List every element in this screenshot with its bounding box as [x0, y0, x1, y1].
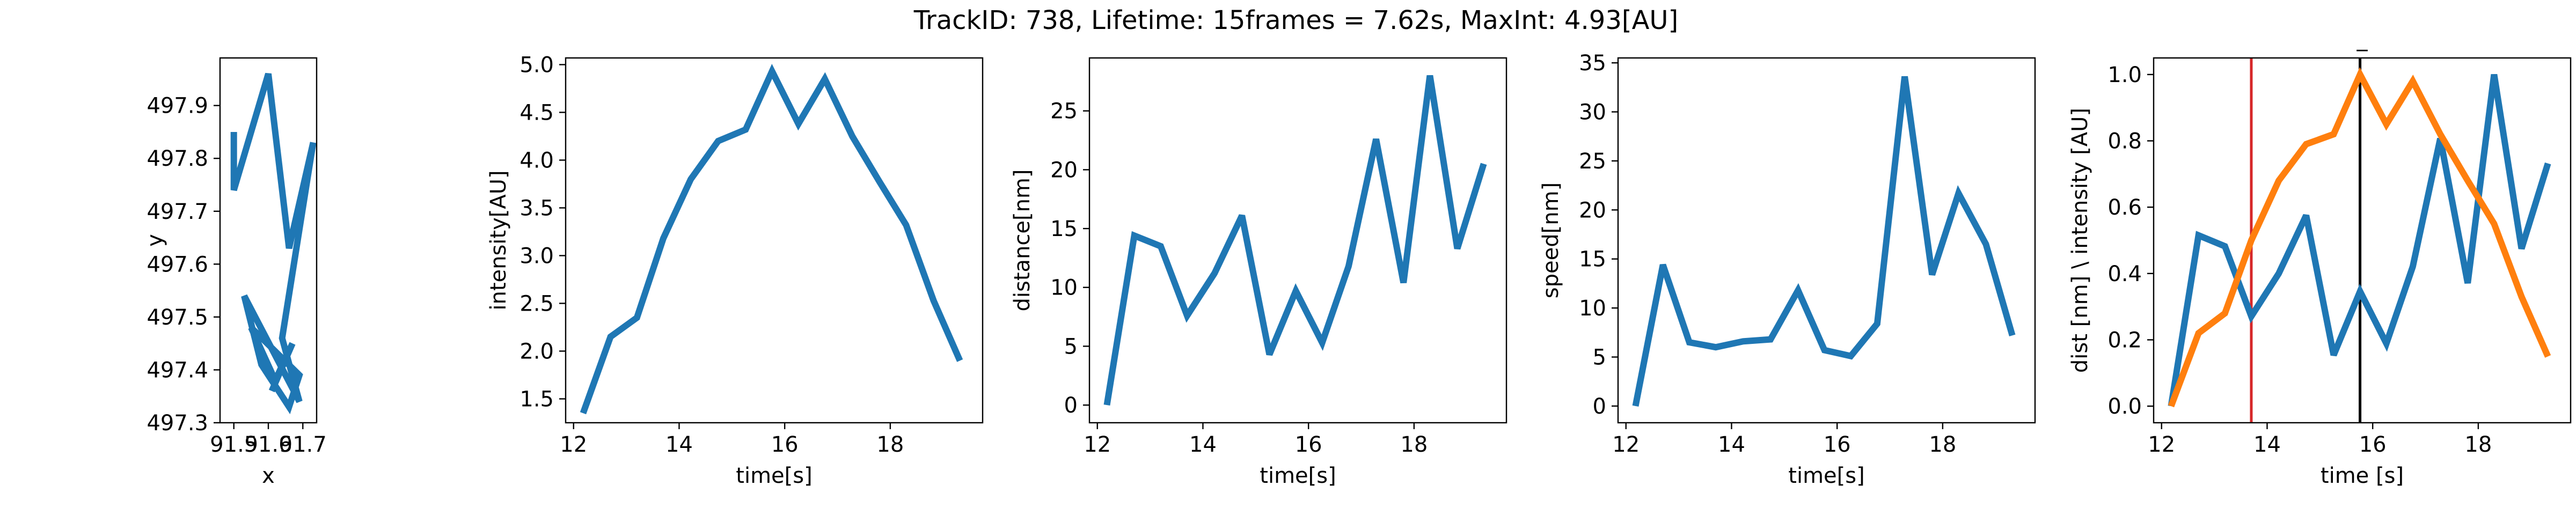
- axes-frame: [1617, 57, 2036, 424]
- subplot-2: 12 14 16 18 1.5 2.0 2.5 3.0 3.5 4.0 4.5 5.0 time[s] i…: [486, 53, 984, 488]
- y-tick-label: 10: [1579, 296, 1606, 321]
- axes-frame: [2153, 57, 2572, 424]
- x-tick-label: 12: [1612, 432, 1640, 457]
- x-tick-label: 16: [771, 432, 799, 457]
- y-tick-label: 1.5: [519, 387, 554, 411]
- y-tick-label: 20: [1050, 158, 1078, 182]
- x-tick-label: 18: [1929, 432, 1956, 457]
- subplot-3: 12 14 16 18 0 5 10 15 20 25 time[s] distance[nm]: [1010, 57, 1507, 488]
- y-axis-label: speed[nm]: [1539, 182, 1563, 298]
- y-tick-label: 0.8: [2107, 129, 2142, 154]
- y-tick-label: 3.0: [519, 244, 554, 268]
- x-axis-label: time[s]: [736, 464, 812, 488]
- series-line-blue: [1632, 76, 2016, 407]
- x-axis-label: time[s]: [1788, 464, 1864, 488]
- y-tick-label: 25: [1579, 149, 1606, 174]
- y-tick-label: 497.9: [147, 94, 208, 119]
- figure-title: TrackID: 738, Lifetime: 15frames = 7.62s…: [913, 5, 1679, 35]
- y-tick-label: 35: [1579, 51, 1606, 76]
- x-tick-label: 18: [876, 432, 904, 457]
- y-axis-label: y: [143, 234, 167, 247]
- y-tick-label: 497.4: [147, 358, 208, 382]
- x-axis-label: x: [262, 464, 275, 488]
- series-line-blue: [2168, 73, 2551, 407]
- y-tick-label: 5: [1064, 334, 1078, 359]
- x-axis-label: time[s]: [1260, 464, 1336, 488]
- y-tick-label: 20: [1579, 198, 1606, 223]
- x-tick-label: 14: [1189, 432, 1217, 457]
- x-tick-label: 16: [1824, 432, 1851, 457]
- y-tick-label: 5.0: [519, 53, 554, 77]
- y-tick-label: 497.7: [147, 200, 208, 224]
- y-tick-label: 25: [1050, 99, 1078, 124]
- y-tick-label: 5: [1593, 345, 1606, 370]
- y-tick-label: 15: [1050, 217, 1078, 241]
- y-tick-label: 0: [1593, 394, 1606, 419]
- x-tick-label: 14: [1718, 432, 1745, 457]
- y-tick-label: 497.8: [147, 146, 208, 171]
- x-tick-label: 14: [665, 432, 693, 457]
- x-tick-label: 91.5: [210, 432, 258, 457]
- x-tick-label: 91.7: [279, 432, 327, 457]
- x-tick-label: 18: [2464, 432, 2492, 457]
- subplot-title: _: [2357, 27, 2368, 52]
- axes-frame: [565, 57, 984, 424]
- subplot-4: 12 14 16 18 0 5 10 15 20 25 30 35 time[s] speed[nm]: [1539, 51, 2036, 488]
- y-tick-label: 15: [1579, 247, 1606, 272]
- x-tick-label: 16: [2359, 432, 2387, 457]
- series-line-blue: [230, 72, 317, 415]
- x-tick-label: 14: [2253, 432, 2281, 457]
- y-axis-label: dist [nm] \ intensity [AU]: [2068, 108, 2092, 373]
- x-tick-label: 16: [1295, 432, 1322, 457]
- y-tick-label: 4.0: [519, 148, 554, 173]
- x-tick-label: 91.6: [244, 432, 292, 457]
- y-tick-label: 2.0: [519, 339, 554, 364]
- y-tick-label: 497.3: [147, 411, 208, 436]
- series-line-blue: [580, 63, 963, 415]
- subplot-group: 91.591.691.7 497.3 497.4 497.5 497.6 497.7 497…: [143, 27, 2572, 488]
- y-tick-label: 0.6: [2107, 195, 2142, 220]
- x-axis-label: time [s]: [2321, 464, 2404, 488]
- y-tick-label: 0.2: [2107, 328, 2142, 352]
- y-tick-label: 497.5: [147, 305, 208, 330]
- y-tick-label: 4.5: [519, 100, 554, 125]
- y-axis-label: intensity[AU]: [486, 170, 511, 310]
- y-tick-label: 10: [1050, 276, 1078, 300]
- x-tick-label: 12: [1084, 432, 1111, 457]
- y-tick-label: 2.5: [519, 291, 554, 316]
- x-tick-label: 18: [1400, 432, 1428, 457]
- series-line-orange: [2168, 67, 2551, 408]
- subplot-1: 91.591.691.7 497.3 497.4 497.5 497.6 497.7 497…: [143, 57, 327, 488]
- y-tick-label: 30: [1579, 100, 1606, 125]
- y-tick-label: 0.0: [2107, 394, 2142, 419]
- x-tick-label: 12: [2148, 432, 2175, 457]
- series-line-blue: [1103, 75, 1487, 406]
- y-tick-label: 497.6: [147, 252, 208, 277]
- x-tick-label: 12: [560, 432, 587, 457]
- axes-frame: [1088, 57, 1507, 424]
- y-tick-label: 0: [1064, 393, 1078, 418]
- y-tick-label: 3.5: [519, 196, 554, 220]
- y-tick-label: 1.0: [2107, 63, 2142, 87]
- y-axis-label: distance[nm]: [1010, 169, 1035, 311]
- y-tick-label: 0.4: [2107, 262, 2142, 286]
- subplot-5: 12 14 16 18 0.0 0.2 0.4 0.6 0.8 1.0 time [s] dist […: [2068, 27, 2572, 488]
